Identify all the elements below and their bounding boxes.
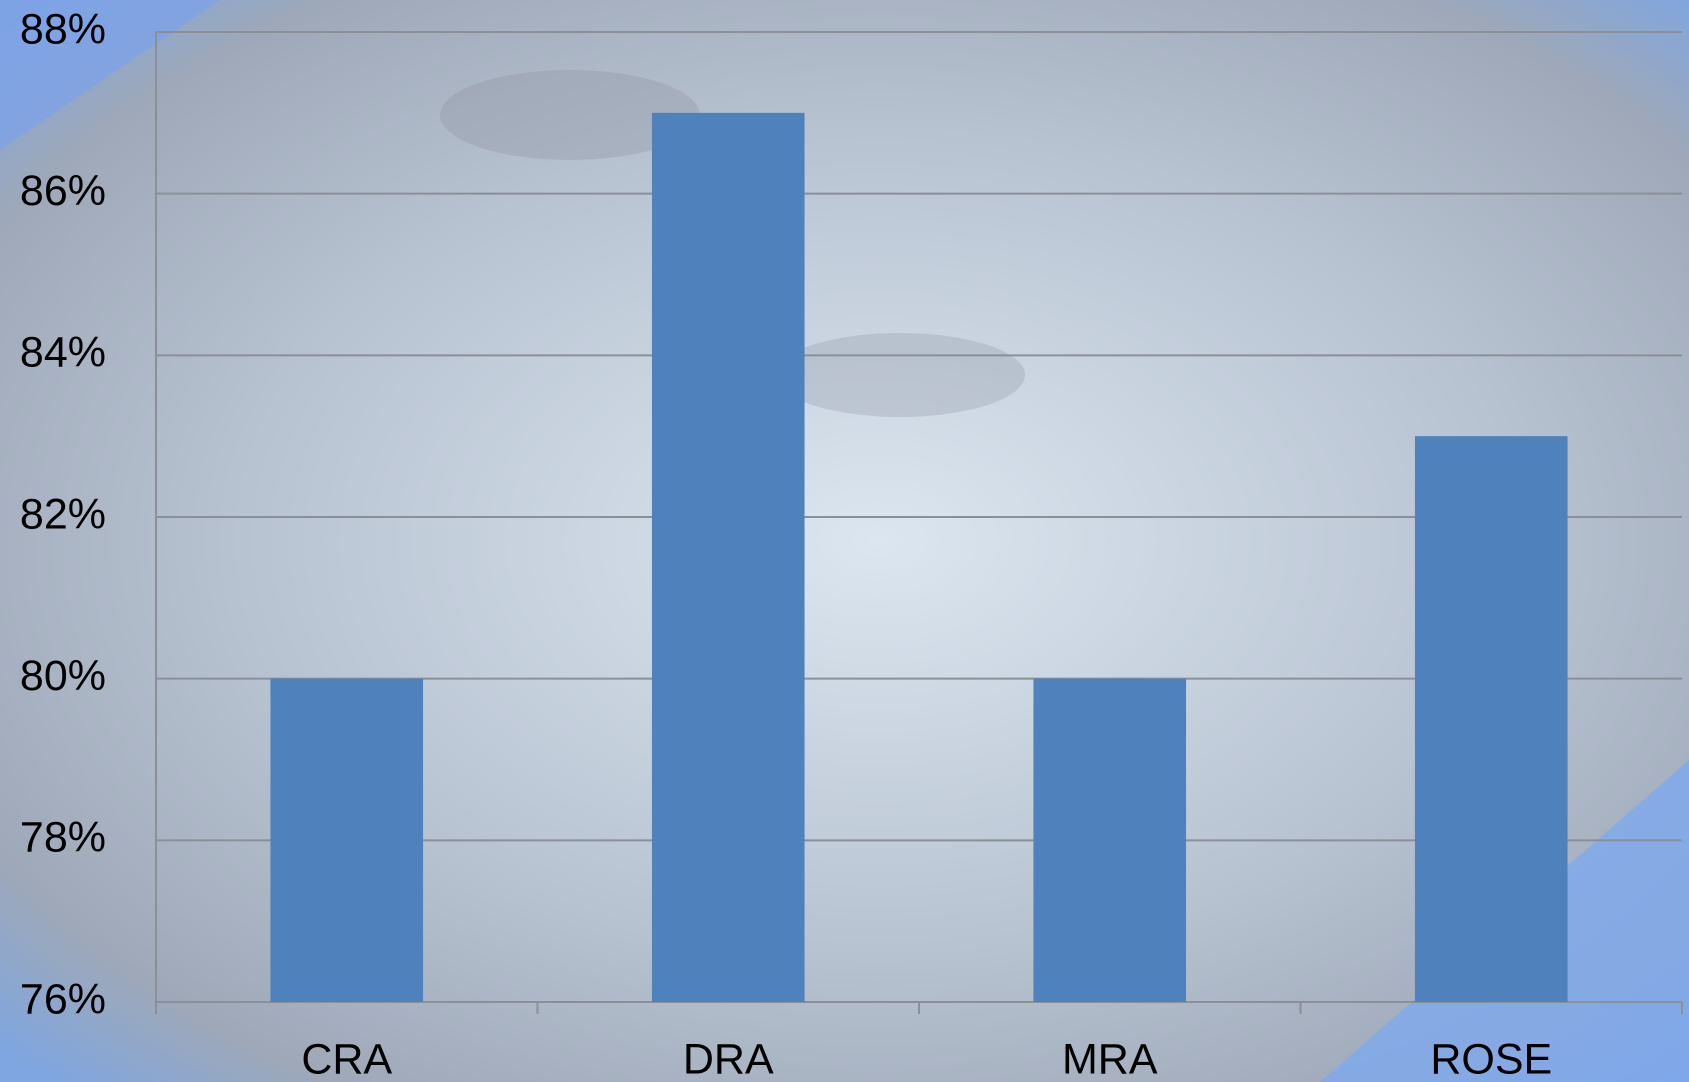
y-tick-label: 86% (20, 167, 106, 215)
y-tick-label: 84% (20, 329, 106, 377)
bar (1414, 436, 1568, 1003)
y-tick-label: 78% (20, 814, 106, 862)
background-logo (440, 70, 700, 160)
background-logo (775, 333, 1025, 417)
y-tick-label: 88% (20, 5, 106, 53)
x-tick-label: ROSE (1430, 1035, 1552, 1082)
bar (1033, 678, 1187, 1002)
x-tick-label: CRA (301, 1035, 392, 1082)
x-tick-label: DRA (683, 1035, 774, 1082)
y-tick-label: 76% (20, 975, 106, 1023)
y-tick-label: 80% (20, 652, 106, 700)
x-tick-label: MRA (1062, 1035, 1158, 1082)
bar (651, 112, 805, 1003)
bar (270, 678, 424, 1002)
background-corner (0, 0, 220, 150)
y-tick-label: 82% (20, 490, 106, 538)
